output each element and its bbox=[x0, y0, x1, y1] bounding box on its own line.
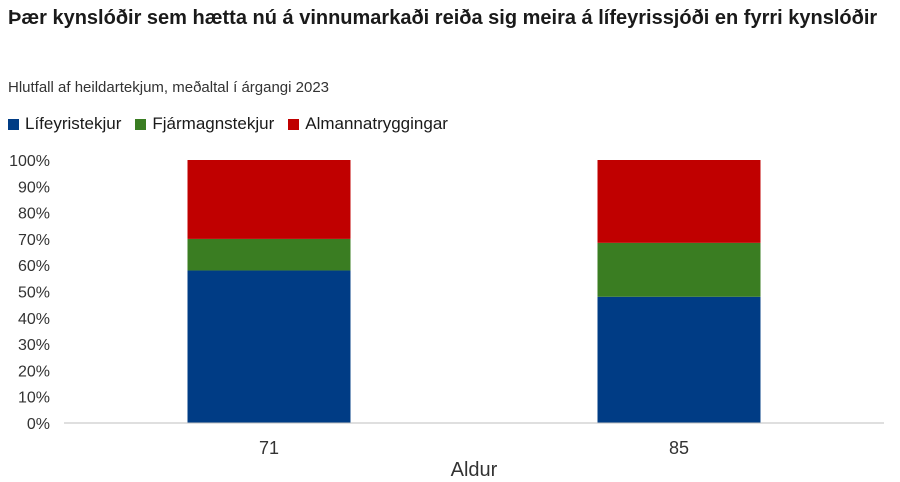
legend-swatch bbox=[8, 118, 19, 130]
bars bbox=[187, 160, 761, 423]
y-tick-label: 50% bbox=[18, 285, 50, 302]
legend-label: Fjármagnstekjur bbox=[152, 114, 275, 133]
y-tick-label: 80% bbox=[18, 206, 50, 223]
bar-segment bbox=[597, 160, 761, 243]
bar-segment bbox=[187, 270, 351, 423]
y-tick-label: 70% bbox=[18, 232, 50, 249]
legend-item-lifeyristekjur: Lífeyristekjur bbox=[8, 114, 121, 134]
chart-title: Þær kynslóðir sem hætta nú á vinnumarkað… bbox=[8, 7, 878, 29]
chart-subtitle: Hlutfall af heildartekjum, meðaltal í ár… bbox=[8, 79, 330, 96]
y-tick-label: 0% bbox=[27, 416, 50, 433]
legend-label: Lífeyristekjur bbox=[25, 114, 122, 133]
x-axis-title: Aldur bbox=[451, 459, 498, 481]
y-tick-label: 10% bbox=[18, 390, 50, 407]
y-tick-label: 90% bbox=[18, 179, 50, 196]
x-tick-label: 85 bbox=[669, 438, 689, 458]
legend-swatch bbox=[288, 118, 300, 130]
bar-segment bbox=[187, 238, 351, 271]
y-axis: 0% 10% 20% 30% 40% 50% 60% 70% 80% 90% 100% bbox=[9, 153, 50, 433]
bar-segment bbox=[597, 242, 761, 297]
x-axis: 71 85 bbox=[259, 438, 689, 458]
y-tick-label: 40% bbox=[18, 311, 50, 328]
x-tick-label: 71 bbox=[259, 438, 279, 458]
y-tick-label: 100% bbox=[9, 153, 50, 170]
legend-label: Almannatryggingar bbox=[305, 114, 448, 133]
bar-segment bbox=[187, 160, 351, 239]
y-tick-label: 20% bbox=[18, 363, 50, 380]
legend-swatch bbox=[135, 118, 147, 130]
y-tick-label: 60% bbox=[18, 258, 50, 275]
bar-segment bbox=[597, 296, 761, 423]
y-tick-label: 30% bbox=[18, 337, 50, 354]
legend-item-almannatryggingar: Almannatryggingar bbox=[288, 114, 448, 134]
legend: Lífeyristekjur Fjármagnstekjur Almannatr… bbox=[8, 114, 462, 134]
legend-item-fjarmagnstekjur: Fjármagnstekjur bbox=[135, 114, 274, 134]
